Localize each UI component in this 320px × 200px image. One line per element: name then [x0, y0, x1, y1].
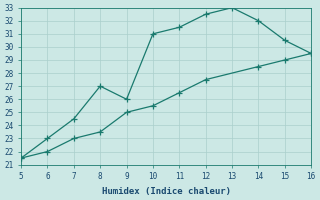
- X-axis label: Humidex (Indice chaleur): Humidex (Indice chaleur): [102, 187, 231, 196]
